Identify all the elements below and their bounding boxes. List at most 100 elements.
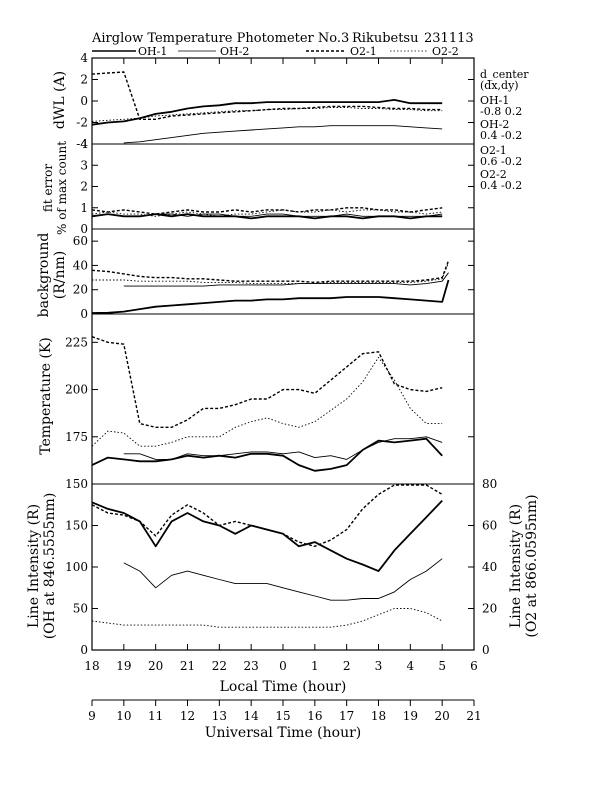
intensity-series-oh-2 [123, 558, 443, 601]
background-ytick-label: 20 [73, 283, 88, 297]
local-time-tick-label: 6 [470, 659, 478, 673]
background-series-oh-2 [123, 272, 449, 287]
background-series-o2-2 [92, 262, 449, 285]
background-series-o2-1 [91, 260, 450, 284]
local-time-tick-label: 4 [407, 659, 415, 673]
chart-title: Airglow Temperature Photometer No.3 [91, 31, 349, 46]
date-code: 231113 [424, 31, 474, 46]
temperature-ytick-label: 175 [65, 430, 88, 444]
legend-oh1-label: OH-1 [138, 45, 167, 58]
site-name: Rikubetsu [352, 31, 418, 46]
universal-time-tick-label: 9 [88, 709, 96, 723]
ylabel-intensity-right: Line Intensity (R) [508, 504, 524, 628]
fit-error-ytick-label: 1 [80, 201, 88, 215]
side-note-1: (dx,dy) [480, 79, 519, 92]
temperature-ytick-label: 150 [65, 477, 88, 491]
intensity-ytick-right-label: 20 [482, 602, 497, 616]
side-note-4: OH-2 [480, 118, 509, 131]
fit-error-series-o2-2 [91, 209, 443, 217]
dwl-ytick-label: -2 [76, 116, 88, 130]
fit-error-ytick-label: 4 [80, 137, 88, 151]
universal-time-tick-label: 19 [403, 709, 418, 723]
local-time-tick-label: 22 [212, 659, 227, 673]
background-ytick-label: 40 [73, 258, 88, 272]
side-note-7: 0.6 -0.2 [480, 155, 522, 168]
temperature-series-o2-1 [91, 336, 443, 428]
intensity-ytick-right-label: 60 [482, 519, 497, 533]
legend-oh2-label: OH-2 [220, 45, 249, 58]
ylabel-dwl: dWL (A) [52, 71, 68, 129]
local-time-tick-label: 20 [148, 659, 163, 673]
fit-error-series-o2-1 [91, 207, 443, 215]
universal-time-tick-label: 21 [466, 709, 481, 723]
ylabel-temperature: Temperature (K) [38, 337, 54, 455]
legend-o22-label: O2-2 [432, 45, 459, 58]
intensity-series-o2-1 [91, 484, 443, 547]
side-note-5: 0.4 -0.2 [480, 129, 522, 142]
local-time-tick-label: 18 [84, 659, 99, 673]
background-series-oh-1 [91, 279, 450, 314]
ylabel-intensity-right-2: (O2 at 866.0595nm) [524, 494, 540, 637]
intensity-ytick-label: 100 [65, 560, 88, 574]
dwl-series-o2-2 [91, 107, 443, 122]
intensity-series-o2-2 [91, 608, 443, 628]
dwl-ytick-label: -4 [76, 137, 88, 151]
side-note-0: d_center [480, 68, 529, 81]
dwl-series-oh-2 [123, 125, 443, 144]
ylabel-background: background [36, 233, 52, 318]
local-time-tick-label: 3 [375, 659, 383, 673]
universal-time-tick-label: 20 [435, 709, 450, 723]
temperature-series-o2-2 [91, 356, 443, 447]
universal-time-tick-label: 11 [148, 709, 163, 723]
dwl-series-oh-1 [91, 99, 443, 126]
temperature-series-oh-1 [91, 437, 443, 472]
local-time-tick-label: 23 [244, 659, 259, 673]
universal-time-tick-label: 18 [371, 709, 386, 723]
background-ytick-label: 60 [73, 234, 88, 248]
fit-error-ytick-label: 2 [80, 180, 88, 194]
intensity-ytick-right-label: 0 [482, 643, 490, 657]
local-time-tick-label: 2 [343, 659, 351, 673]
dwl-ytick-label: 4 [80, 51, 88, 65]
side-notes: d_center (dx,dy) OH-1 -0.8 0.2 OH-2 0.4 … [480, 68, 529, 192]
intensity-ytick-right-label: 40 [482, 560, 497, 574]
universal-time-tick-label: 15 [275, 709, 290, 723]
local-time-tick-label: 1 [311, 659, 319, 673]
dwl-ytick-label: 2 [80, 73, 88, 87]
fit-error-series-oh-2 [123, 213, 443, 217]
side-note-9: 0.4 -0.2 [480, 179, 522, 192]
xlabel-universal-time: Universal Time (hour) [205, 725, 362, 741]
universal-time-tick-label: 12 [180, 709, 195, 723]
ylabel-fit-error: fit error [41, 164, 55, 212]
xlabel-local-time: Local Time (hour) [220, 679, 347, 695]
intensity-series-oh-1 [91, 499, 443, 572]
dwl-ytick-label: 0 [80, 94, 88, 108]
universal-time-tick-label: 14 [244, 709, 260, 723]
intensity-ytick-label: 150 [65, 519, 88, 533]
plot-frame [91, 57, 475, 651]
x-axes: 18 19 20 21 22 23 0 1 2 3 4 5 69 10 11 12 13 14 15 16 17 18 19… [84, 58, 482, 723]
ylabel-intensity-2: (OH at 846.5555nm) [42, 493, 58, 640]
intensity-ytick-label: 50 [73, 602, 88, 616]
universal-time-tick-label: 10 [116, 709, 131, 723]
side-note-6: O2-1 [480, 144, 507, 157]
ylabel-fit-error-2: % of max count [55, 141, 69, 235]
temperature-ytick-label: 225 [65, 335, 88, 349]
legend-o21-label: O2-1 [350, 45, 377, 58]
universal-time-tick-label: 17 [339, 709, 354, 723]
intensity-ytick-label: 0 [80, 643, 88, 657]
local-time-tick-label: 19 [116, 659, 131, 673]
side-note-8: O2-2 [480, 168, 507, 181]
side-note-3: -0.8 0.2 [480, 105, 522, 118]
fit-error-ytick-label: 3 [80, 158, 88, 172]
temperature-ytick-label: 200 [65, 383, 88, 397]
panels: -4-2024012340204060150175200225050100150… [65, 51, 497, 657]
dwl-series-o2-1 [91, 71, 443, 120]
intensity-ytick-right-label: 80 [482, 477, 497, 491]
local-time-tick-label: 0 [279, 659, 287, 673]
ylabel-intensity: Line Intensity (R) [26, 504, 42, 628]
background-ytick-label: 0 [80, 307, 88, 321]
legend: OH-1 OH-2 O2-1 O2-2 [92, 45, 459, 58]
temperature-series-oh-2 [123, 436, 443, 460]
